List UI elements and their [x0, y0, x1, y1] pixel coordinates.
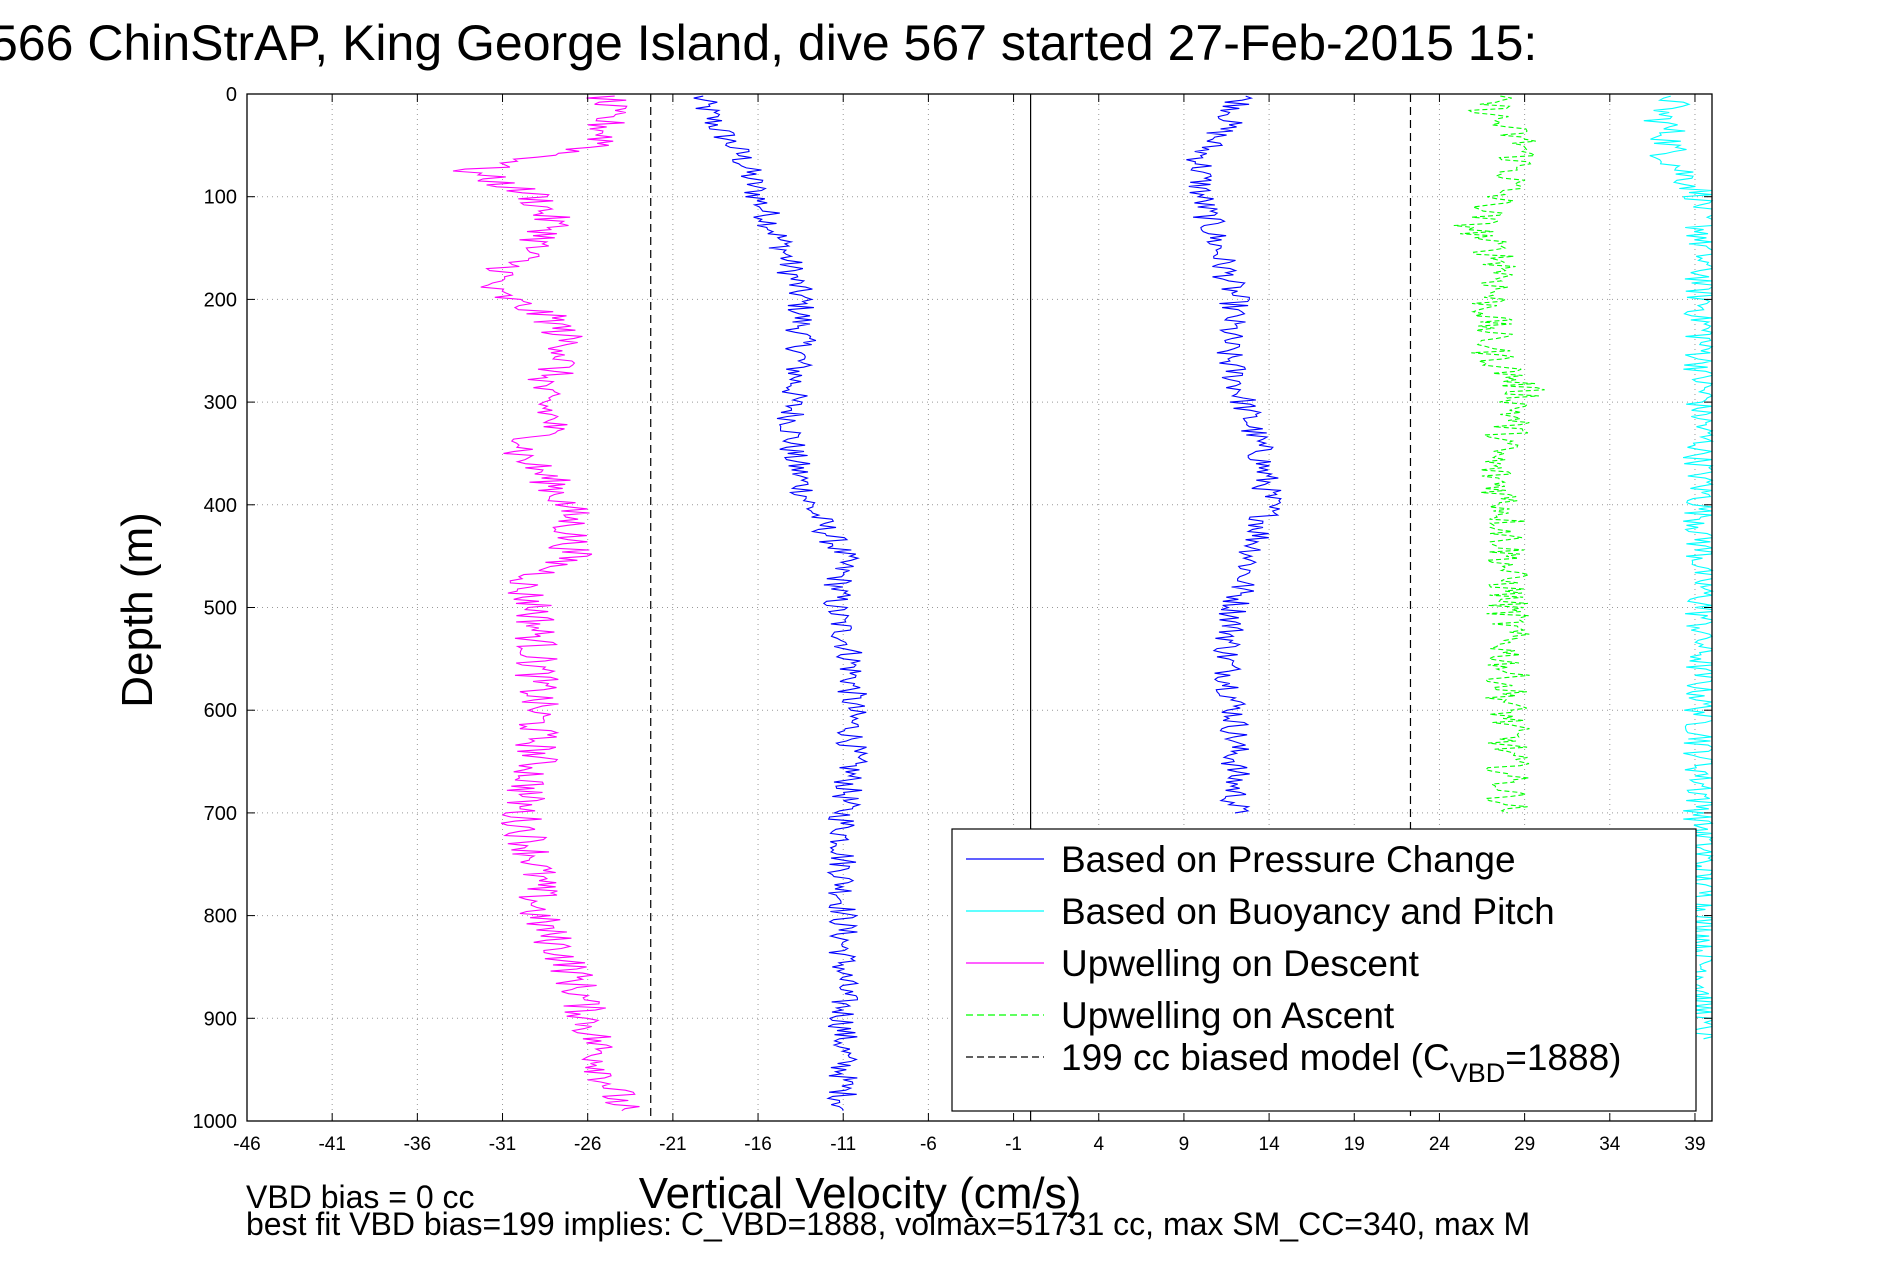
x-tick-label: 34	[1599, 1134, 1621, 1155]
x-tick-label: -6	[920, 1134, 937, 1155]
y-tick-label: 900	[204, 1008, 237, 1030]
legend-label: Upwelling on Descent	[1061, 943, 1420, 984]
y-axis-title: Depth (m)	[113, 512, 162, 708]
x-axis-title: Vertical Velocity (cm/s)	[639, 1169, 1082, 1218]
x-tick-label: 39	[1684, 1134, 1705, 1155]
series-line-3	[452, 95, 640, 1112]
x-tick-label: 29	[1514, 1134, 1535, 1155]
y-tick-label: 0	[226, 84, 237, 106]
x-tick-label: 24	[1429, 1134, 1451, 1155]
legend-box	[951, 828, 1697, 1112]
x-tick-label: -41	[318, 1134, 345, 1155]
legend-label: 199 cc biased model (CVBD=1888)	[1061, 1037, 1621, 1088]
y-tick-label: 600	[204, 700, 237, 722]
x-tick-label: -16	[744, 1134, 771, 1155]
vbd-bias-note: VBD bias = 0 cc	[246, 1179, 475, 1215]
x-tick-label: -11	[830, 1134, 856, 1155]
y-tick-label: 400	[204, 495, 237, 517]
y-tick-label: 1000	[193, 1111, 238, 1133]
legend-label: Upwelling on Ascent	[1061, 995, 1395, 1036]
x-tick-label: 19	[1344, 1134, 1365, 1155]
legend-label: Based on Pressure Change	[1061, 839, 1516, 880]
x-tick-label: 4	[1093, 1134, 1104, 1155]
x-tick-label: 9	[1179, 1134, 1190, 1155]
y-tick-label: 700	[204, 803, 237, 825]
legend-label: Based on Buoyancy and Pitch	[1061, 891, 1555, 932]
axes: -46 -41 -36 -31 -26 -21 -16 -11 -6 -1 4 9 14 19 24 29 34…	[193, 84, 1713, 1155]
y-tick-label: 100	[204, 187, 237, 209]
plot-frame	[246, 93, 1713, 1122]
x-tick-label: -46	[233, 1134, 260, 1155]
x-tick-label: 14	[1259, 1134, 1281, 1155]
y-tick-label: 500	[204, 598, 237, 620]
x-tick-label: -36	[404, 1134, 431, 1155]
series-line-1	[1186, 95, 1282, 814]
x-tick-label: -21	[659, 1134, 686, 1155]
x-tick-label: -1	[1005, 1134, 1022, 1155]
legend: Based on Pressure Change Based on Buoyanc…	[951, 828, 1697, 1112]
x-tick-label: -26	[574, 1134, 601, 1155]
y-tick-label: 200	[204, 289, 237, 311]
y-tick-label: 300	[204, 392, 237, 414]
series-line-4	[1453, 95, 1545, 814]
y-tick-label: 800	[204, 906, 237, 928]
best-fit-note: best fit VBD bias=199 implies: C_VBD=188…	[246, 1206, 1530, 1242]
chart-title: 566 ChinStrAP, King George Island, dive …	[0, 15, 1537, 71]
x-tick-label: -31	[489, 1134, 516, 1155]
series-line-0	[693, 95, 869, 1111]
